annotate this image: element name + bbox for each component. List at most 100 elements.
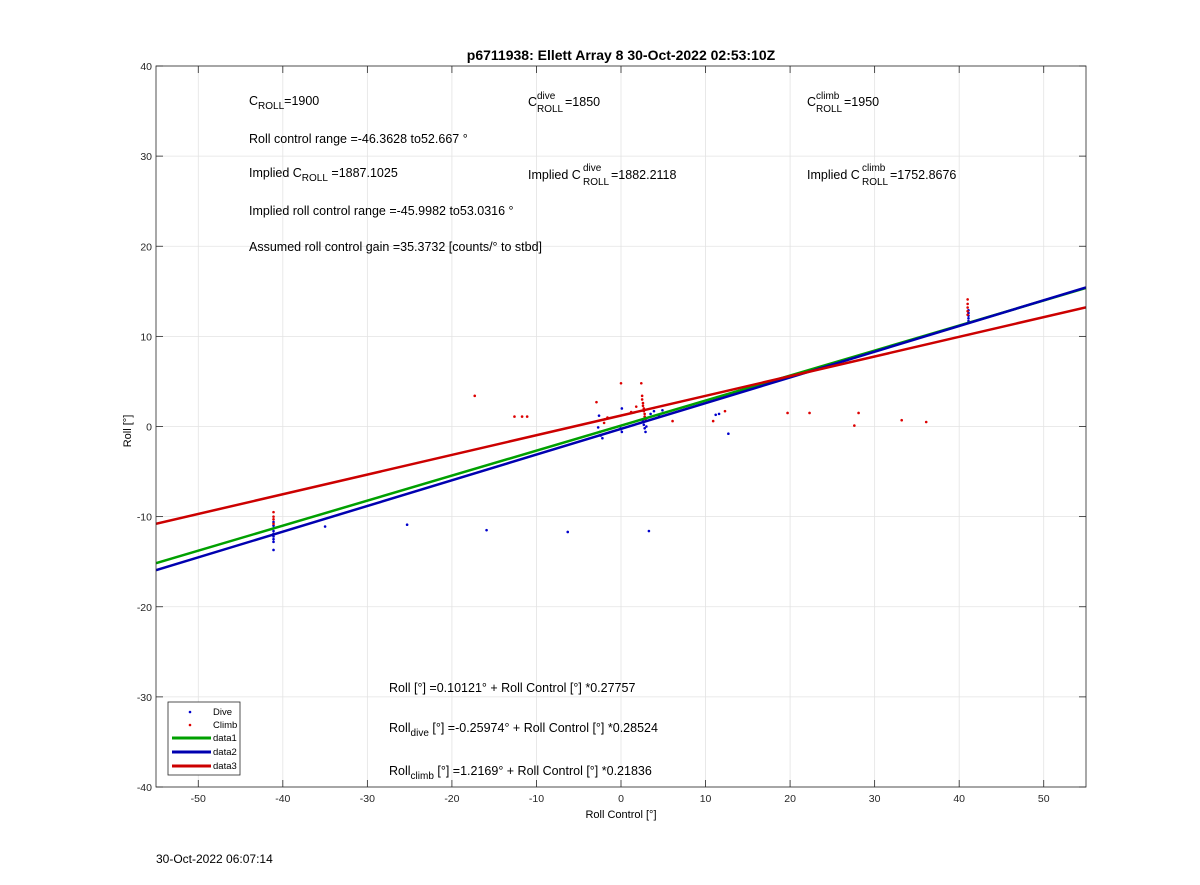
data-point-dive (642, 423, 646, 426)
legend-label-climb: Climb (213, 720, 237, 731)
svg-text:Implied C: Implied C (528, 168, 581, 182)
data-point-climb (473, 394, 477, 398)
svg-text:ROLL: ROLL (537, 104, 564, 115)
data-point-dive (717, 412, 721, 416)
svg-text:climb: climb (816, 91, 840, 102)
data-point-climb (272, 522, 275, 526)
x-tick-label: 20 (784, 793, 796, 805)
legend: Dive Climb data1 data2 data3 (167, 701, 241, 776)
data-point-dive (272, 540, 275, 544)
x-tick-label: 30 (869, 793, 881, 805)
data-point-dive (272, 524, 275, 527)
x-tick-label: -40 (275, 793, 290, 805)
x-tick-label: 10 (700, 793, 712, 805)
data-point-dive (727, 432, 730, 436)
data-point-climb (857, 411, 860, 415)
data-point-climb (711, 419, 715, 423)
data-point-dive (596, 426, 600, 429)
roll-control-range: Roll control range =-46.3628 to52.667 ° (249, 132, 468, 146)
implied-c-roll-climb: Implied C climb ROLL =1752.8676 (807, 163, 956, 188)
data-point-dive (661, 408, 664, 412)
data-point-climb (641, 401, 645, 405)
data-point-climb (966, 306, 969, 309)
implied-c-roll-dive: Implied C dive ROLL =1882.2118 (528, 163, 677, 188)
legend-marker-climb (188, 723, 192, 727)
data-point-climb (602, 421, 606, 425)
svg-text:climb: climb (862, 163, 886, 174)
y-tick-label: 0 (146, 422, 152, 434)
x-tick-label: 40 (953, 793, 965, 805)
data-point-climb (786, 411, 789, 415)
series-layer (156, 286, 1086, 572)
y-tick-label: -40 (137, 782, 152, 794)
legend-label-dive: Dive (213, 707, 232, 718)
data-point-dive (485, 528, 488, 532)
legend-label-data1: data1 (213, 733, 237, 744)
x-tick-label: 0 (618, 793, 624, 805)
data-point-dive (272, 537, 275, 541)
fit-equation-all: Roll [°] =0.10121° + Roll Control [°] *0… (389, 681, 635, 695)
x-tick-label: 50 (1038, 793, 1050, 805)
y-tick-label: 10 (140, 331, 152, 343)
assumed-roll-control-gain: Assumed roll control gain =35.3732 [coun… (249, 240, 542, 254)
y-tick-label: 20 (140, 241, 152, 253)
x-axis-label: Roll Control [°] (585, 809, 656, 821)
data-point-dive (601, 436, 604, 440)
svg-text:Implied C: Implied C (807, 168, 860, 182)
data-point-dive (643, 427, 646, 430)
data-point-dive (645, 425, 648, 428)
chart-title: p6711938: Ellett Array 8 30-Oct-2022 02:… (467, 47, 776, 63)
data-point-climb (808, 411, 811, 415)
data-point-climb (619, 381, 623, 385)
implied-roll-control-range: Implied roll control range =-45.9982 to5… (249, 204, 514, 218)
data-point-climb (643, 412, 646, 416)
data-point-dive (967, 317, 970, 320)
x-tick-label: -20 (444, 793, 459, 805)
data-point-dive (566, 530, 570, 534)
fit-equation-dive: Rolldive [°] =-0.25974° + Roll Control [… (389, 721, 658, 739)
data-point-dive (323, 525, 327, 528)
legend-label-data3: data3 (213, 761, 237, 772)
data-point-climb (272, 518, 275, 521)
data-point-climb (639, 381, 643, 385)
data-point-dive (597, 414, 601, 417)
y-tick-label: 30 (140, 151, 152, 163)
y-tick-label: 40 (140, 61, 152, 73)
generation-timestamp: 30-Oct-2022 06:07:14 (156, 852, 273, 866)
svg-text:ROLL: ROLL (583, 177, 610, 188)
data-point-climb (634, 405, 638, 408)
data-point-climb (924, 420, 928, 424)
svg-text:dive: dive (583, 163, 602, 174)
c-roll-annotation: CROLL=1900 (249, 94, 319, 112)
axis-ticks: -50 -40 -30 -20 -10 0 10 20 30 40 50 -40 -30 -20 -10 0 1… (137, 61, 1086, 805)
data-point-climb (513, 415, 516, 418)
data-point-climb (640, 394, 644, 398)
data-point-climb (723, 409, 727, 413)
data-point-climb (595, 400, 598, 404)
y-tick-label: -10 (137, 512, 152, 524)
data-point-dive (649, 412, 652, 416)
svg-text:=1950: =1950 (844, 95, 879, 109)
data-point-climb (966, 309, 969, 313)
svg-text:=1752.8676: =1752.8676 (890, 168, 956, 182)
y-tick-label: -20 (137, 602, 152, 614)
legend-marker-dive (188, 710, 192, 714)
svg-text:C: C (807, 95, 816, 109)
fit-line-data3 (156, 306, 1086, 525)
x-tick-label: -10 (529, 793, 544, 805)
data-point-climb (525, 415, 529, 418)
data-point-dive (644, 430, 647, 434)
implied-c-roll: Implied CROLL =1887.1025 (249, 166, 398, 184)
c-roll-dive-annotation: C dive ROLL =1850 (528, 91, 600, 115)
data-point-climb (671, 419, 674, 423)
y-axis-label: Roll [°] (122, 415, 134, 448)
data-point-dive (647, 529, 651, 533)
x-tick-label: -50 (191, 793, 206, 805)
data-point-climb (900, 418, 903, 422)
data-point-dive (272, 529, 275, 533)
svg-text:C: C (528, 95, 537, 109)
data-point-climb (641, 404, 645, 408)
c-roll-climb-annotation: C climb ROLL =1950 (807, 91, 879, 115)
svg-text:ROLL: ROLL (816, 104, 843, 115)
